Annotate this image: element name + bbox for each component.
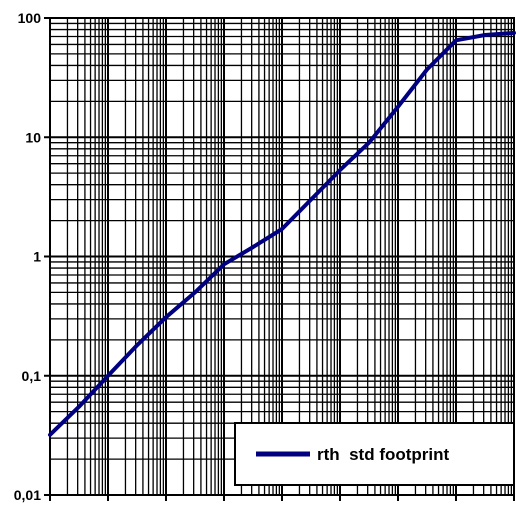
y-tick-label: 0,01: [14, 487, 41, 503]
y-axis-ticks: 100 10 1 0,1 0,01: [14, 10, 50, 503]
legend-label: rth std footprint: [317, 445, 450, 464]
series-line: [48, 30, 516, 437]
y-tick-label: 0,1: [22, 368, 42, 384]
y-tick-label: 10: [25, 129, 41, 145]
y-tick-label: 1: [33, 249, 41, 265]
legend: rth std footprint: [234, 422, 515, 486]
plot-area: [48, 30, 516, 437]
y-tick-label: 100: [18, 10, 42, 26]
x-axis-ticks: [49, 495, 515, 501]
